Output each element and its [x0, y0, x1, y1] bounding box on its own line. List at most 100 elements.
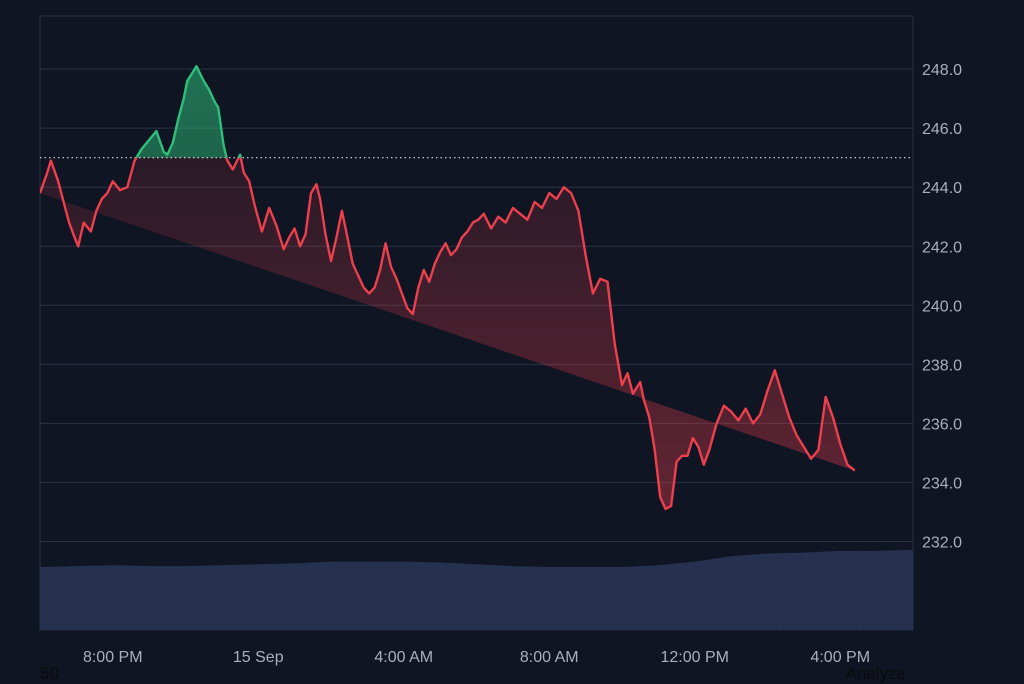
volume-bar [85, 565, 90, 630]
volume-bar [248, 564, 253, 630]
y-axis: 232.0 234.0 236.0 238.0 240.0 242.0 244.0 246.0… [922, 62, 962, 551]
volume-bar [282, 563, 288, 630]
volume-bar [639, 566, 644, 630]
volume-bar [882, 550, 887, 630]
volume-bar [670, 563, 675, 630]
volume-bar [411, 561, 417, 630]
volume-bar [446, 562, 451, 630]
volume-bar [453, 563, 458, 630]
price-area [40, 66, 855, 509]
volume-bar [112, 565, 117, 630]
volume-bar [628, 566, 633, 630]
volume-bar [47, 566, 52, 630]
volume-bar [355, 561, 360, 630]
volume-bar [541, 566, 546, 630]
volume-bar [897, 550, 903, 630]
volume-bar [62, 566, 67, 630]
volume-bar [328, 561, 333, 630]
volume-bar [753, 554, 758, 630]
volume-bar [734, 555, 739, 630]
volume-bar [74, 566, 79, 630]
volume-bar [833, 551, 838, 630]
volume-bar [271, 563, 276, 630]
volume-bar [856, 550, 861, 630]
volume-bar [123, 565, 128, 630]
volume-bar [692, 561, 698, 630]
volume-bar [878, 550, 884, 630]
volume-bar [537, 566, 542, 630]
volume-bar [886, 550, 891, 630]
volume-bar [727, 556, 732, 630]
volume-bar [514, 566, 519, 630]
volume-bar [381, 561, 386, 630]
volume-bar [871, 550, 876, 630]
volume-bar [662, 564, 667, 630]
volume-bar [597, 567, 603, 630]
volume-bar [780, 553, 785, 630]
volume-bar [332, 561, 337, 630]
volume-bar [582, 567, 587, 630]
volume-bar [525, 566, 531, 630]
volume-bar [783, 553, 789, 630]
volume-bar [818, 551, 823, 630]
volume-bar [810, 552, 815, 630]
volume-bar [442, 562, 447, 630]
volume-bar [465, 563, 470, 630]
volume-bar [199, 565, 204, 630]
volume-bar [233, 564, 238, 630]
volume-bar [825, 551, 830, 630]
volume-bar [594, 567, 599, 630]
volume-bar [267, 564, 272, 630]
volume-bar [115, 565, 121, 630]
volume-bar [575, 567, 580, 630]
footer-analyze-link[interactable]: Analyze [845, 664, 906, 683]
volume-bar [218, 565, 223, 630]
volume-bar [719, 557, 724, 630]
volume-bar [468, 564, 474, 630]
volume-bar [408, 561, 413, 630]
volume-bar [339, 561, 345, 630]
volume-bar [237, 564, 242, 630]
volume-bar [77, 566, 83, 630]
volume-bar [799, 552, 804, 630]
volume-bar [852, 550, 857, 630]
volume-bar [571, 567, 576, 630]
volume-bar [172, 566, 178, 630]
volume-bar [503, 565, 508, 630]
volume-bar [601, 567, 606, 630]
volume-bar [260, 564, 265, 630]
volume-bar [279, 563, 284, 630]
volume-bar [556, 567, 561, 630]
volume-bar [768, 553, 773, 630]
volume-bar [40, 566, 45, 630]
volume-bar [837, 550, 842, 630]
volume-bar [180, 566, 185, 630]
volume-bar [96, 565, 102, 630]
volume-bar [51, 566, 56, 630]
volume-bar [252, 564, 257, 630]
volume-bar [563, 567, 568, 630]
volume-bar [343, 561, 348, 630]
volume-bar [150, 566, 155, 630]
volume-bar [757, 554, 762, 630]
volume-bar [392, 561, 398, 630]
volume-bar [518, 566, 523, 630]
footer-left-text: 50 [40, 664, 59, 683]
volume-bar [210, 565, 215, 630]
volume-bar [146, 566, 151, 630]
volume-bar [487, 564, 493, 630]
y-tick-label: 238.0 [922, 357, 962, 374]
volume-bar [620, 566, 625, 630]
volume-bar [415, 561, 420, 630]
volume-bar [708, 559, 713, 630]
volume-bar [309, 562, 314, 630]
volume-bar [635, 566, 641, 630]
area-above-baseline [136, 66, 241, 158]
y-tick-label: 234.0 [922, 475, 962, 492]
volume-bar [730, 556, 736, 630]
volume-bar [377, 561, 383, 630]
volume-bar [723, 557, 728, 630]
area-below-baseline [40, 157, 855, 509]
volume-bar [814, 551, 819, 630]
volume-bar [491, 565, 496, 630]
